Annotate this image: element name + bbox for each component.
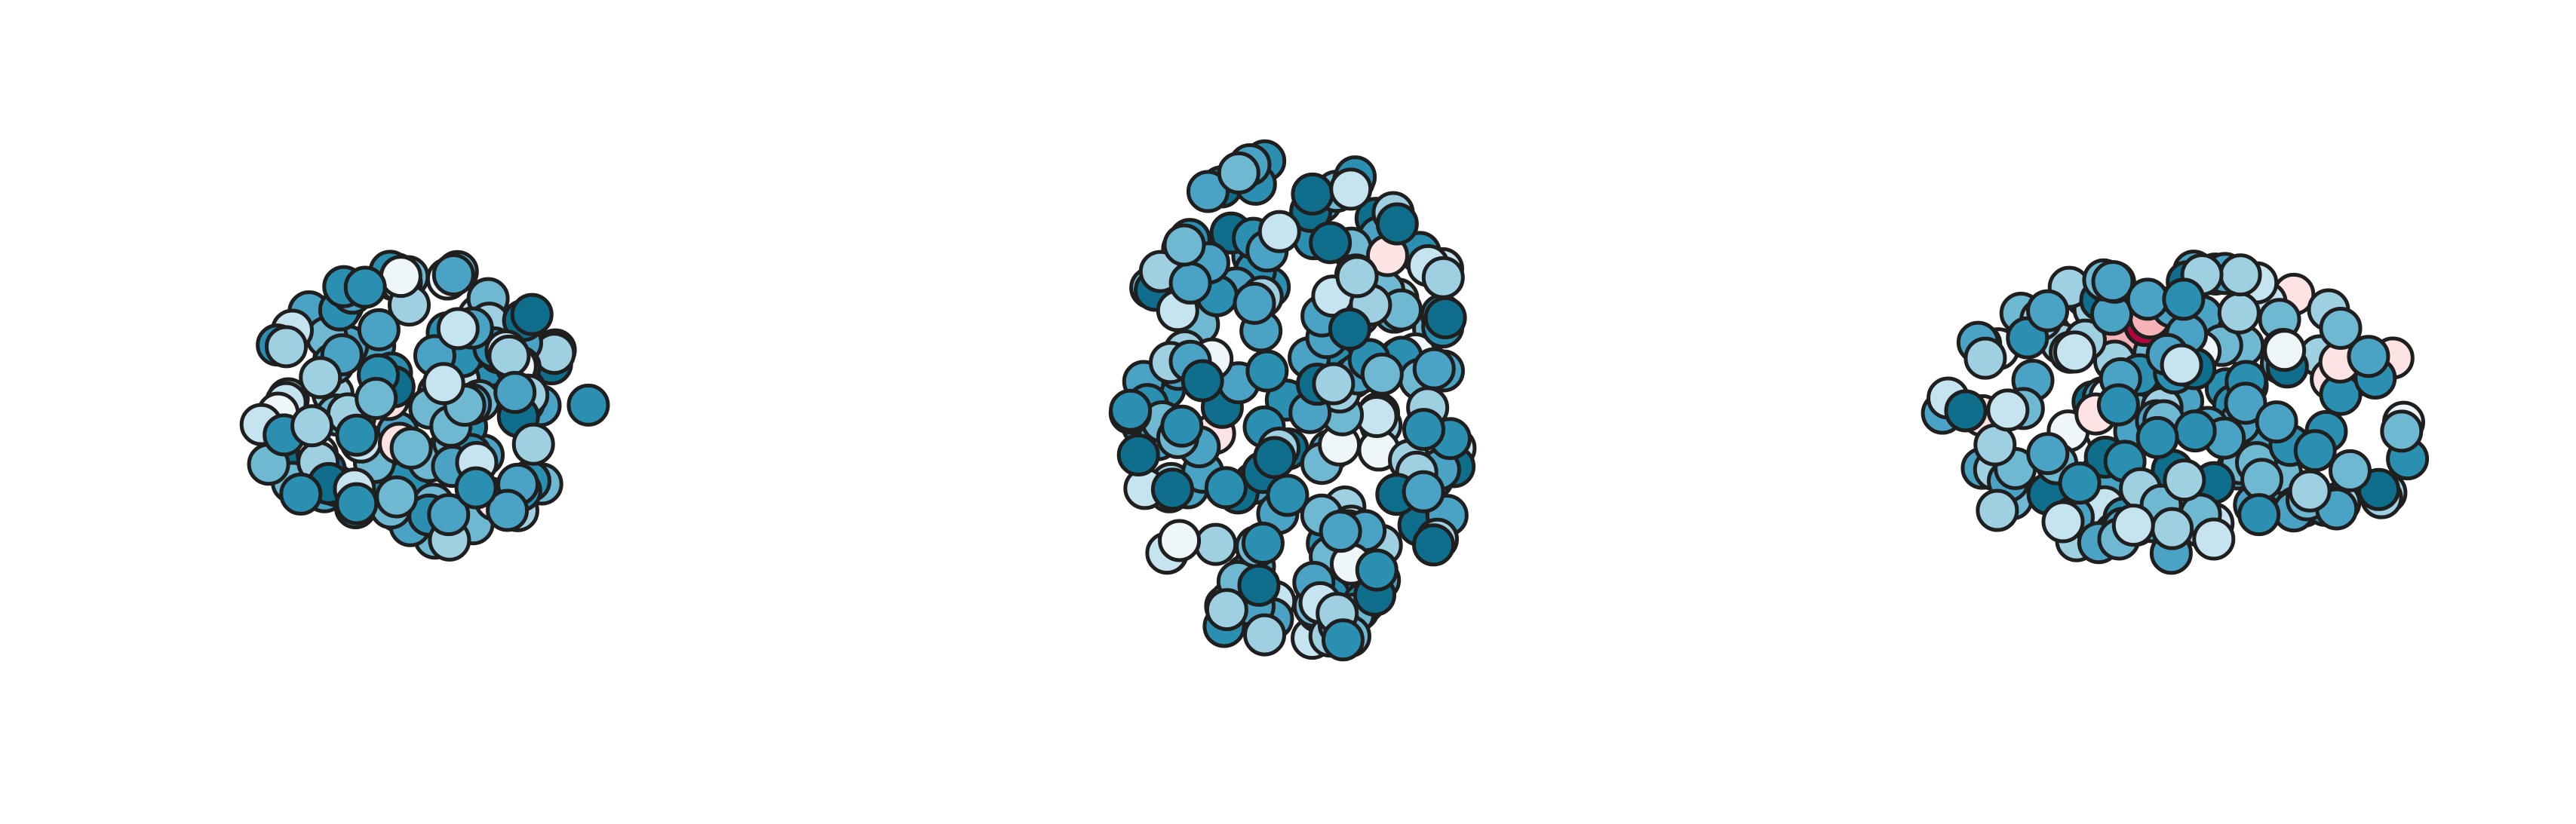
node-marker	[2126, 277, 2169, 321]
node-marker	[1162, 223, 1206, 267]
node-marker	[454, 466, 498, 510]
node-marker	[2240, 458, 2284, 501]
node-marker	[427, 493, 471, 537]
node-marker	[1266, 473, 1309, 517]
node-marker	[1243, 613, 1287, 657]
node-marker	[2173, 409, 2217, 453]
node-marker	[486, 489, 530, 532]
node-marker	[1160, 404, 1204, 448]
node-marker	[1421, 256, 1465, 299]
node-marker	[2041, 500, 2085, 544]
node-marker	[487, 334, 531, 378]
node-marker	[2319, 306, 2363, 350]
node-marker	[1402, 408, 1446, 452]
node-marker	[2237, 493, 2281, 537]
node-marker	[2160, 343, 2203, 387]
axial-view	[1108, 139, 1477, 662]
node-marker	[2151, 507, 2194, 550]
node-marker	[1186, 170, 1230, 213]
node-marker	[1109, 388, 1153, 432]
node-marker	[2288, 469, 2332, 513]
node-marker	[2347, 335, 2390, 378]
node-marker	[431, 253, 475, 297]
coronal-view	[239, 250, 610, 562]
node-marker	[2091, 260, 2135, 304]
node-marker	[1253, 436, 1297, 479]
node-marker	[1241, 522, 1285, 565]
node-marker	[1423, 296, 1467, 340]
node-marker	[1360, 352, 1404, 396]
node-marker	[1375, 202, 1419, 246]
node-marker	[2255, 400, 2298, 444]
node-marker	[1194, 522, 1238, 566]
node-marker	[1150, 467, 1194, 511]
node-marker	[1402, 470, 1445, 513]
node-marker	[2293, 429, 2337, 473]
sagittal-view	[1920, 250, 2430, 575]
node-marker	[1412, 523, 1456, 567]
node-marker	[1976, 489, 2019, 532]
node-marker	[1257, 210, 1301, 253]
node-marker	[379, 255, 422, 299]
node-marker	[2163, 458, 2206, 502]
node-marker	[265, 325, 309, 369]
node-marker	[1205, 588, 1248, 632]
node-marker	[375, 475, 419, 519]
node-marker	[1963, 336, 2007, 380]
node-marker	[2135, 415, 2179, 459]
node-marker	[1329, 167, 1373, 211]
node-marker	[1986, 388, 2030, 432]
node-marker	[2263, 329, 2307, 372]
node-marker	[1309, 221, 1352, 265]
node-marker	[1355, 548, 1399, 592]
node-marker	[343, 265, 387, 309]
node-marker	[389, 426, 433, 470]
node-marker	[1291, 172, 1334, 216]
node-marker	[1233, 281, 1276, 325]
node-marker	[1412, 347, 1456, 391]
node-marker	[436, 307, 480, 351]
node-marker	[357, 308, 401, 351]
node-marker	[2224, 381, 2267, 425]
node-marker	[1319, 510, 1362, 553]
node-marker	[2053, 330, 2097, 374]
node-marker	[566, 383, 610, 427]
node-marker	[1237, 563, 1281, 607]
node-marker	[335, 482, 379, 525]
node-marker	[2380, 409, 2424, 453]
node-marker	[2026, 432, 2070, 476]
node-marker	[1116, 433, 1160, 477]
node-marker	[2026, 289, 2070, 332]
node-marker	[1158, 519, 1202, 562]
node-marker	[2162, 277, 2206, 321]
node-marker	[511, 422, 555, 466]
node-marker	[1321, 618, 1365, 662]
node-marker	[2192, 517, 2236, 561]
node-marker	[1168, 261, 1212, 305]
node-marker	[2217, 291, 2261, 335]
node-marker	[1217, 151, 1260, 195]
node-marker	[290, 404, 334, 448]
node-marker	[355, 376, 398, 420]
node-marker	[279, 472, 323, 516]
node-marker	[1181, 359, 1224, 403]
node-marker	[2329, 449, 2372, 492]
node-marker	[1204, 466, 1248, 510]
node-marker	[2218, 253, 2262, 297]
node-marker	[2058, 461, 2102, 505]
node-marker	[510, 293, 554, 336]
node-marker	[299, 356, 342, 400]
node-marker	[1245, 349, 1289, 393]
node-marker	[422, 362, 465, 406]
node-marker	[493, 370, 537, 414]
node-marker	[1312, 362, 1356, 406]
node-marker	[1328, 308, 1371, 351]
node-marker	[2111, 504, 2155, 547]
node-marker	[335, 413, 379, 457]
node-marker	[1944, 389, 1988, 433]
node-marker	[2096, 383, 2140, 427]
node-marker	[1335, 255, 1379, 299]
